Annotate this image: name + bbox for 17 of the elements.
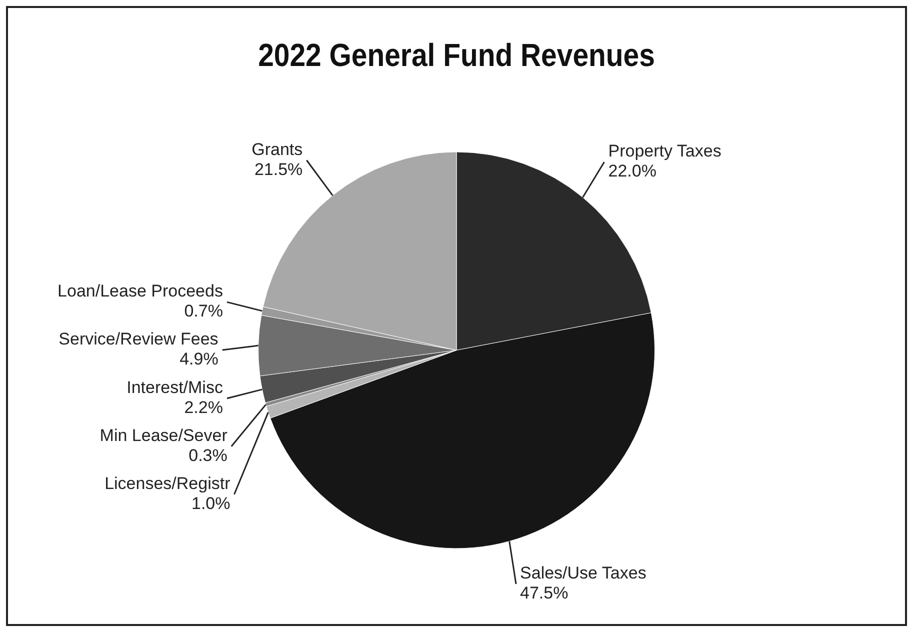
- slice-label: Grants: [252, 140, 303, 159]
- data-label: 0.7%: [184, 302, 223, 321]
- slice-label: Loan/Lease Proceeds: [58, 282, 223, 301]
- data-label: 4.9%: [180, 350, 218, 369]
- slice-label: Licenses/Registr: [104, 474, 231, 494]
- data-label: 1.0%: [191, 494, 230, 514]
- slice-label: Service/Review Fees: [58, 330, 218, 349]
- slice-label: Property Taxes: [608, 142, 722, 161]
- chart-title: 2022 General Fund Revenues: [258, 38, 655, 74]
- data-label: 2.2%: [184, 398, 223, 418]
- data-label: 21.5%: [254, 160, 303, 179]
- data-label: 0.3%: [188, 446, 228, 466]
- slice-label: Min Lease/Sever: [100, 426, 228, 446]
- data-label: 22.0%: [608, 162, 656, 181]
- slice-label: Sales/Use Taxes: [520, 564, 646, 583]
- data-label: 47.5%: [520, 584, 568, 603]
- slice-label: Interest/Misc: [126, 378, 224, 398]
